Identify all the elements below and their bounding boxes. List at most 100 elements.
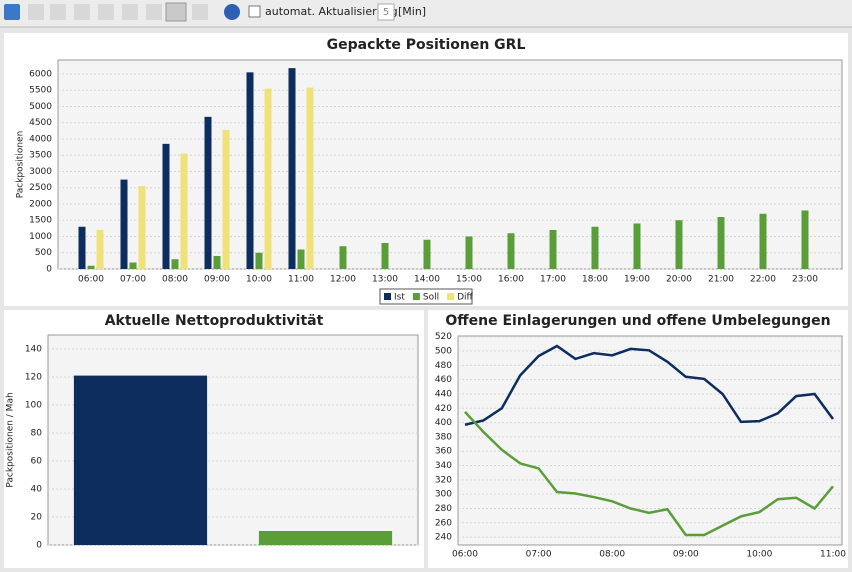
y-tick-label: 300 (435, 490, 452, 500)
y-tick-label: 440 (435, 389, 452, 399)
bar (591, 226, 599, 269)
x-tick-label: 20:00 (666, 275, 692, 285)
x-tick-label: 17:00 (540, 275, 566, 285)
bar (381, 242, 389, 269)
y-tick-label: 4500 (29, 118, 52, 128)
y-tick-label: 5000 (29, 102, 52, 112)
x-tick-label: 06:00 (452, 550, 478, 560)
y-tick-label: 1500 (29, 216, 52, 226)
y-tick-label: 460 (435, 375, 452, 385)
bar (96, 229, 104, 269)
y-tick-label: 320 (435, 475, 452, 485)
x-tick-label: 19:00 (624, 275, 650, 285)
y-tick-label: 100 (25, 401, 42, 411)
y-tick-label: 360 (435, 447, 452, 457)
auto-update-label: automat. Aktualisierung (265, 5, 398, 18)
bar (633, 223, 641, 269)
legend-label: Diff (457, 293, 473, 303)
bar (213, 255, 221, 269)
interval: 5 (383, 7, 389, 18)
x-tick-label: 15:00 (456, 275, 482, 285)
y-tick-label: 260 (435, 518, 452, 528)
toolbar (0, 0, 852, 27)
x-tick-label: 06:00 (78, 275, 104, 285)
bar (78, 226, 86, 269)
bar (264, 88, 272, 269)
y-tick-label: 2500 (29, 183, 52, 193)
y-tick-label: 500 (35, 248, 52, 258)
bar (423, 239, 431, 269)
checkbox[interactable] (248, 5, 261, 18)
x-tick-label: 13:00 (372, 275, 398, 285)
x-tick-label: 10:00 (746, 550, 772, 560)
bar (73, 375, 208, 545)
y-tick-label: 280 (435, 504, 452, 514)
line (464, 411, 834, 537)
x-tick-label: 23:00 (792, 275, 818, 285)
y-tick-label: 2000 (29, 199, 52, 209)
bar (759, 213, 767, 269)
bar (87, 265, 95, 269)
bar (129, 262, 137, 269)
x-tick-label: 09:00 (673, 550, 699, 560)
bar (246, 72, 254, 270)
legend-swatch (412, 293, 420, 300)
interval-input[interactable] (377, 3, 395, 21)
legend-label: Ist (394, 293, 405, 303)
x-tick-label: 18:00 (582, 275, 608, 285)
x-tick-label: 07:00 (526, 550, 552, 560)
bar (306, 87, 314, 270)
x-tick-label: 07:00 (120, 275, 146, 285)
chart-title: Aktuelle Nettoproduktivität (105, 313, 324, 329)
toolbar-icons[interactable] (4, 2, 240, 22)
y-tick-label: 120 (25, 373, 42, 383)
y-tick-label: 500 (435, 347, 452, 357)
bar (339, 246, 347, 269)
legend-label: Soll (423, 293, 439, 303)
chart-title: Gepackte Positionen GRL (327, 37, 526, 53)
chart-title: Offene Einlagerungen und offene Umbelegu… (445, 313, 830, 329)
x-tick-label: 11:00 (288, 275, 314, 285)
y-tick-label: 340 (435, 461, 452, 471)
x-tick-label: 11:00 (820, 550, 846, 560)
y-tick-label: 3500 (29, 151, 52, 161)
line (464, 344, 835, 426)
unit: [Min] (398, 5, 426, 18)
bar (180, 153, 188, 269)
y-tick-label: 40 (31, 485, 43, 495)
y-tick-label: 420 (435, 404, 452, 414)
bar (801, 210, 809, 269)
x-tick-label: 08:00 (162, 275, 188, 285)
y-tick-label: 520 (435, 332, 452, 342)
y-tick-label: 6000 (29, 69, 52, 79)
bar (465, 236, 473, 269)
x-tick-label: 09:00 (204, 275, 230, 285)
y-tick-label: 1000 (29, 232, 52, 242)
y-tick-label: 140 (25, 345, 42, 355)
legend-swatch (447, 293, 455, 300)
y-axis-label: Packpositionen / Mah (6, 392, 16, 487)
y-tick-label: 80 (31, 429, 43, 439)
bar (258, 531, 393, 545)
bar (288, 68, 296, 269)
bar (204, 116, 212, 269)
y-tick-label: 0 (36, 541, 42, 551)
y-tick-label: 5500 (29, 86, 52, 96)
x-tick-label: 14:00 (414, 275, 440, 285)
x-tick-label: 21:00 (708, 275, 734, 285)
x-tick-label: 16:00 (498, 275, 524, 285)
y-tick-label: 480 (435, 361, 452, 371)
legend-swatch (384, 293, 391, 300)
x-tick-label: 08:00 (599, 550, 625, 560)
bar (717, 216, 725, 269)
bar (675, 220, 683, 269)
x-tick-label: 12:00 (330, 275, 356, 285)
bar (549, 229, 557, 269)
bar (120, 179, 128, 269)
y-tick-label: 0 (46, 265, 52, 275)
y-tick-label: 400 (435, 418, 452, 428)
y-tick-label: 20 (31, 513, 43, 523)
y-tick-label: 4000 (29, 134, 52, 144)
